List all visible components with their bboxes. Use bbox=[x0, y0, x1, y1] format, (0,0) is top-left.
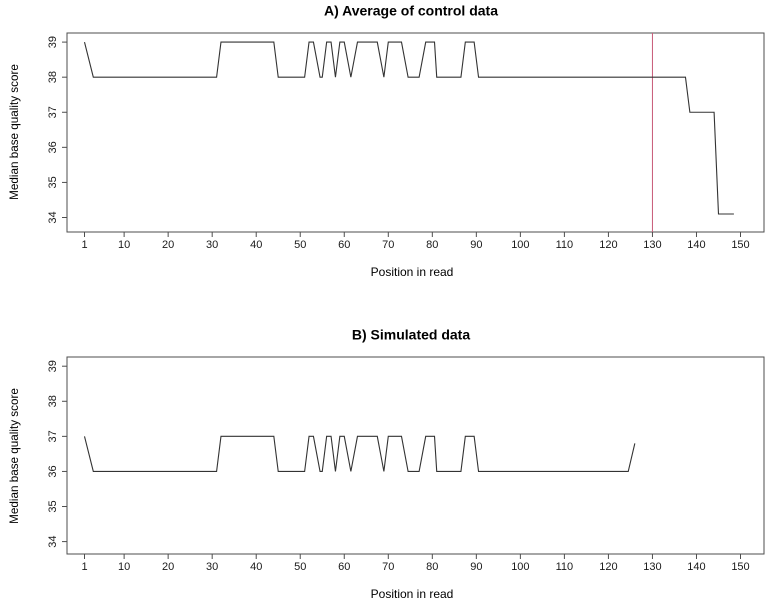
svg-text:150: 150 bbox=[731, 561, 749, 573]
svg-text:Position in read: Position in read bbox=[371, 587, 454, 601]
svg-text:A) Average of control data: A) Average of control data bbox=[324, 3, 498, 19]
svg-text:30: 30 bbox=[206, 239, 218, 251]
svg-text:120: 120 bbox=[599, 239, 617, 251]
svg-text:140: 140 bbox=[687, 239, 705, 251]
svg-text:150: 150 bbox=[731, 239, 749, 251]
svg-text:30: 30 bbox=[206, 561, 218, 573]
svg-text:60: 60 bbox=[338, 561, 350, 573]
svg-text:35: 35 bbox=[47, 500, 59, 512]
svg-text:38: 38 bbox=[47, 71, 59, 83]
svg-text:Position in read: Position in read bbox=[371, 265, 454, 279]
svg-text:20: 20 bbox=[162, 561, 174, 573]
svg-text:110: 110 bbox=[556, 239, 574, 251]
svg-text:35: 35 bbox=[47, 176, 59, 188]
svg-text:70: 70 bbox=[382, 561, 394, 573]
svg-text:100: 100 bbox=[511, 239, 529, 251]
svg-text:38: 38 bbox=[47, 395, 59, 407]
svg-text:40: 40 bbox=[250, 561, 262, 573]
svg-text:80: 80 bbox=[426, 561, 438, 573]
svg-text:39: 39 bbox=[47, 36, 59, 48]
svg-text:39: 39 bbox=[47, 360, 59, 372]
svg-text:130: 130 bbox=[643, 239, 661, 251]
svg-text:60: 60 bbox=[338, 239, 350, 251]
svg-text:140: 140 bbox=[687, 561, 705, 573]
svg-text:37: 37 bbox=[47, 106, 59, 118]
svg-text:B) Simulated data: B) Simulated data bbox=[352, 327, 470, 343]
svg-text:Median base quality score: Median base quality score bbox=[8, 64, 21, 200]
svg-text:10: 10 bbox=[118, 561, 130, 573]
svg-text:36: 36 bbox=[47, 141, 59, 153]
svg-text:36: 36 bbox=[47, 465, 59, 477]
svg-text:20: 20 bbox=[162, 239, 174, 251]
svg-text:37: 37 bbox=[47, 430, 59, 442]
svg-text:1: 1 bbox=[81, 239, 87, 251]
svg-text:120: 120 bbox=[599, 561, 617, 573]
svg-text:130: 130 bbox=[643, 561, 661, 573]
svg-text:40: 40 bbox=[250, 239, 262, 251]
svg-text:110: 110 bbox=[556, 561, 574, 573]
svg-text:10: 10 bbox=[118, 239, 130, 251]
svg-text:Median base quality score: Median base quality score bbox=[8, 388, 21, 524]
svg-text:34: 34 bbox=[47, 535, 59, 547]
svg-text:50: 50 bbox=[294, 561, 306, 573]
svg-text:90: 90 bbox=[470, 239, 482, 251]
svg-text:70: 70 bbox=[382, 239, 394, 251]
svg-text:1: 1 bbox=[81, 561, 87, 573]
svg-text:80: 80 bbox=[426, 239, 438, 251]
svg-text:90: 90 bbox=[470, 561, 482, 573]
svg-text:50: 50 bbox=[294, 239, 306, 251]
svg-text:34: 34 bbox=[47, 211, 59, 223]
svg-text:100: 100 bbox=[511, 561, 529, 573]
